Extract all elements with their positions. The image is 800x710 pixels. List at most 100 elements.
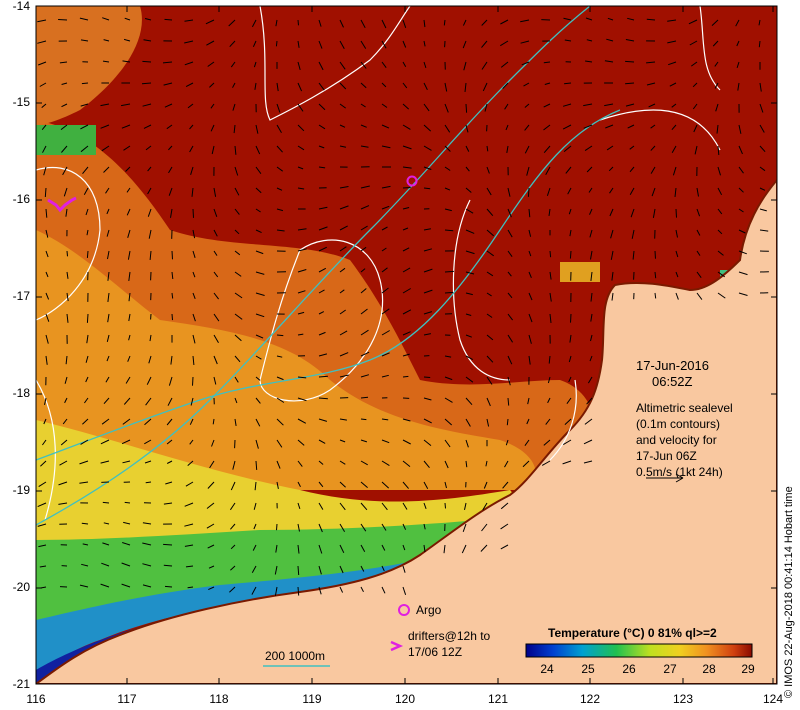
velocity-arrow: [675, 208, 677, 218]
velocity-arrow: [276, 355, 283, 358]
velocity-arrow: [423, 439, 432, 446]
plot-frame: [35, 5, 778, 685]
velocity-arrow: [423, 82, 428, 91]
velocity-arrow: [45, 355, 48, 365]
velocity-arrow: [606, 145, 614, 151]
velocity-arrow: [507, 208, 512, 218]
velocity-arrow: [60, 439, 68, 446]
velocity-arrow: [689, 40, 698, 46]
velocity-arrow: [251, 19, 257, 28]
velocity-arrow: [423, 61, 427, 69]
velocity-arrow: [486, 250, 494, 257]
velocity-arrow: [166, 460, 173, 464]
velocity-arrow: [381, 502, 388, 511]
velocity-arrow: [646, 82, 656, 86]
velocity-arrow: [484, 103, 488, 112]
velocity-arrow: [318, 103, 326, 111]
velocity-arrow: [339, 267, 346, 273]
velocity-arrow: [360, 418, 367, 421]
velocity-arrow: [563, 17, 572, 21]
velocity-arrow: [696, 271, 702, 278]
velocity-arrow: [45, 250, 49, 258]
velocity-arrow: [276, 166, 283, 172]
velocity-arrow: [42, 145, 47, 153]
credit-text: © IMOS 22-Aug-2018 00:41:14 Hobart time: [783, 486, 795, 698]
altimetry-note: Altimetric sealevel (0.1m contours) and …: [636, 401, 733, 479]
velocity-arrow: [423, 460, 430, 469]
mid-region: [36, 230, 536, 490]
velocity-arrow: [106, 355, 110, 362]
velocity-arrow: [251, 565, 257, 573]
velocity-arrow: [465, 313, 472, 316]
velocity-arrow: [190, 166, 194, 175]
velocity-arrow: [444, 439, 451, 448]
velocity-arrow: [339, 103, 346, 109]
velocity-arrow: [360, 124, 367, 128]
velocity-arrow: [229, 40, 236, 48]
velocity-arrow: [717, 292, 726, 299]
velocity-arrow: [339, 439, 346, 443]
lon-axis: 116 117 118 119 120 121 122 123 124: [26, 692, 783, 706]
axis-ticks: [35, 5, 777, 685]
velocity-arrow: [81, 522, 89, 525]
velocity-arrow: [106, 208, 110, 215]
velocity-arrow: [101, 418, 110, 425]
velocity-arrow: [276, 439, 283, 448]
velocity-arrow: [506, 145, 509, 153]
velocity-arrow: [255, 439, 259, 449]
velocity-arrow: [381, 544, 386, 551]
velocity-arrow: [549, 313, 552, 323]
drifter-legend-icon: [390, 640, 404, 652]
velocity-arrow: [502, 481, 509, 489]
velocity-arrow: [604, 103, 614, 107]
velocity-arrow: [502, 82, 509, 89]
velocity-arrow: [583, 460, 593, 464]
velocity-arrow: [584, 418, 593, 425]
lat-label-21: -21: [13, 677, 31, 691]
velocity-arrow: [213, 376, 217, 385]
argo-legend-label: Argo: [416, 603, 442, 617]
velocity-arrow: [759, 124, 765, 133]
velocity-arrow: [141, 82, 152, 85]
velocity-arrow: [444, 208, 452, 212]
velocity-arrow: [122, 460, 131, 464]
velocity-arrow: [465, 250, 475, 255]
velocity-arrow: [297, 290, 306, 294]
velocity-arrow: [339, 289, 345, 294]
velocity-arrow: [297, 103, 304, 112]
velocity-arrow: [37, 19, 47, 23]
bathy-legend-label: 200 1000m: [265, 649, 325, 663]
velocity-arrow: [184, 19, 194, 22]
velocity-arrow: [520, 40, 530, 44]
velocity-arrow: [564, 39, 572, 42]
velocity-arrow: [234, 418, 237, 426]
velocity-arrow: [38, 61, 47, 66]
velocity-arrow: [251, 586, 257, 595]
velocity-arrow: [318, 523, 323, 533]
nw-patch: [36, 6, 142, 125]
velocity-arrow: [37, 502, 47, 508]
velocity-arrow: [100, 439, 110, 445]
velocity-arrow: [276, 460, 281, 469]
velocity-arrow: [45, 334, 49, 344]
velocity-arrow: [423, 418, 432, 424]
velocity-arrow: [207, 61, 215, 67]
velocity-arrow: [360, 396, 369, 399]
velocity-arrow: [103, 397, 110, 405]
velocity-arrow: [543, 439, 551, 446]
velocity-arrow: [167, 397, 173, 406]
velocity-arrow: [125, 376, 131, 384]
velocity-arrow: [693, 124, 698, 133]
velocity-arrow: [606, 38, 614, 42]
velocity-arrow: [565, 166, 572, 174]
velocity-arrow: [41, 439, 47, 446]
velocity-arrow: [402, 439, 411, 445]
velocity-arrow: [213, 187, 217, 197]
velocity-arrow: [505, 439, 509, 446]
velocity-arrow: [583, 103, 593, 107]
velocity-arrow: [423, 502, 427, 509]
velocity-arrow: [63, 187, 68, 197]
velocity-arrow: [184, 61, 194, 66]
velocity-arrow: [66, 271, 69, 279]
velocity-arrow: [381, 82, 387, 88]
